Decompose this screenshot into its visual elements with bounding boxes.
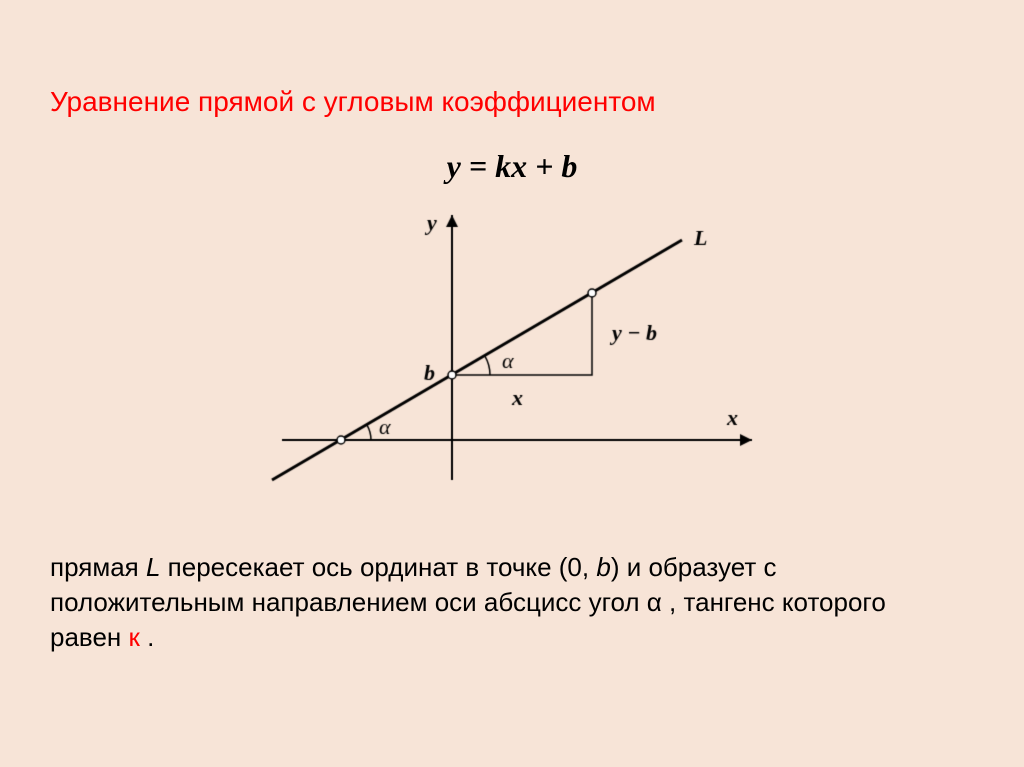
description: прямая L пересекает ось ординат в точке …	[50, 550, 964, 655]
desc-dot: .	[140, 622, 154, 652]
diagram-canvas	[262, 200, 762, 500]
equation: y = kx + b	[0, 148, 1024, 185]
desc-k: к	[128, 622, 139, 652]
equation-text: y = kx + b	[447, 148, 578, 184]
desc-part1: прямая	[50, 552, 146, 582]
desc-part1b: пересекает ось ординат в точке (0,	[160, 552, 596, 582]
diagram-container	[262, 200, 762, 500]
desc-b: b	[596, 552, 610, 582]
desc-L: L	[146, 552, 160, 582]
slide-title: Уравнение прямой с угловым коэффициентом	[50, 86, 656, 118]
